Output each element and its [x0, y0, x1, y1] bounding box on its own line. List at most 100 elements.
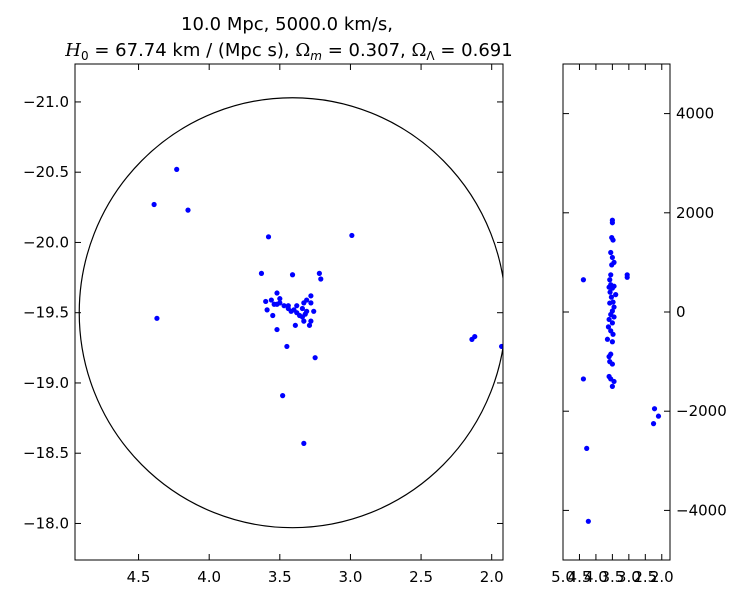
main-points-group: [151, 166, 503, 446]
side-data-point: [609, 383, 615, 389]
side-data-point: [604, 336, 611, 342]
side-x-tick-label: 2.5: [633, 568, 657, 586]
main-data-point: [284, 343, 290, 350]
side-data-point: [650, 421, 657, 427]
main-data-point: [265, 234, 272, 240]
main-data-point: [281, 303, 287, 309]
main-data-point: [318, 276, 324, 282]
main-data-point: [151, 201, 157, 208]
main-data-point: [277, 300, 283, 306]
side-data-point: [610, 331, 616, 337]
main-plot-panel: 4.5 4.0 3.5 3.0 2.5 2.0 −18.0 −18.5 −19.0 −19.5 −2…: [23, 63, 504, 586]
main-y-tick-label: −18.5: [23, 444, 69, 462]
side-data-point: [606, 316, 612, 323]
main-tick-labels: 4.5 4.0 3.5 3.0 2.5 2.0 −18.0 −18.5 −19.0 −19.5 −2…: [23, 93, 504, 586]
main-y-tick-label: −18.0: [23, 514, 69, 532]
side-data-point: [610, 237, 616, 243]
main-data-point: [301, 440, 307, 446]
main-data-point: [308, 293, 314, 299]
main-axis-ticks: [75, 64, 503, 560]
side-data-point: [609, 285, 615, 291]
side-data-point: [609, 320, 615, 326]
main-data-point: [271, 301, 277, 307]
main-data-point: [263, 298, 269, 305]
main-data-point: [304, 297, 310, 303]
main-data-point: [285, 303, 291, 309]
main-data-point: [316, 270, 322, 276]
search-radius-circle: [78, 97, 503, 529]
main-x-tick-label: 4.0: [197, 568, 221, 586]
main-data-point: [308, 318, 314, 324]
side-data-point: [584, 445, 590, 451]
main-data-point: [299, 305, 306, 312]
side-data-point: [655, 413, 662, 419]
side-y-tick-label: 4000: [676, 105, 714, 123]
main-data-point: [291, 307, 297, 313]
side-data-point: [608, 294, 614, 300]
side-data-point: [580, 277, 587, 283]
main-x-tick-label: 2.5: [409, 568, 433, 586]
side-axes-frame: [562, 63, 671, 561]
main-data-point: [349, 232, 355, 239]
side-y-tick-label: −2000: [676, 402, 727, 420]
main-axes-frame: [74, 63, 504, 561]
main-x-tick-label: 3.0: [339, 568, 363, 586]
side-y-tick-label: −4000: [676, 501, 727, 519]
side-data-point: [611, 314, 617, 320]
side-data-point: [609, 220, 615, 226]
side-data-point: [613, 292, 619, 298]
side-data-point: [608, 249, 614, 256]
side-x-tick-label: 4.0: [584, 568, 608, 586]
main-data-point: [301, 318, 307, 324]
side-data-point: [580, 376, 587, 382]
main-x-tick-label: 3.5: [268, 568, 292, 586]
side-data-point: [605, 324, 612, 330]
main-data-point: [264, 307, 270, 313]
main-data-point: [280, 393, 286, 399]
side-data-point: [609, 262, 615, 268]
main-y-tick-label: −19.5: [23, 304, 69, 322]
side-data-point: [611, 304, 617, 310]
main-data-point: [498, 343, 503, 350]
main-data-point: [472, 333, 478, 340]
main-x-tick-label: 4.5: [127, 568, 151, 586]
main-data-point: [277, 296, 283, 302]
main-data-point: [306, 322, 313, 328]
main-data-point: [274, 290, 280, 296]
main-x-tick-label: 2.0: [480, 568, 504, 586]
main-data-point: [258, 270, 265, 276]
chart-title-line1: 10.0 Mpc, 5000.0 km/s,: [181, 14, 393, 35]
main-data-point: [294, 303, 300, 309]
main-y-tick-label: −20.0: [23, 233, 69, 251]
side-data-point: [609, 254, 615, 261]
side-x-tick-label: 3.5: [600, 568, 624, 586]
side-tick-labels: 4000 2000 0 −2000 −4000 5.04.54.03.53.02.52.0: [551, 105, 727, 586]
main-y-tick-label: −19.0: [23, 374, 69, 392]
side-data-point: [608, 272, 614, 278]
side-data-point: [609, 339, 615, 345]
main-data-point: [289, 272, 296, 278]
main-data-point: [308, 300, 314, 306]
side-x-tick-label: 3.0: [617, 568, 641, 586]
side-data-point: [585, 518, 591, 524]
side-axis-ticks: [562, 64, 670, 560]
side-data-point: [607, 300, 613, 306]
main-data-point: [312, 355, 318, 361]
main-y-tick-label: −20.5: [23, 163, 69, 181]
main-data-point: [270, 312, 276, 319]
side-data-point: [607, 277, 613, 283]
side-data-point: [611, 378, 617, 385]
side-x-tick-label: 2.0: [650, 568, 674, 586]
main-data-point: [174, 166, 180, 172]
main-data-point: [154, 315, 160, 321]
side-y-tick-label: 0: [676, 303, 686, 321]
main-y-tick-label: −21.0: [23, 93, 69, 111]
side-x-tick-label: 5.0: [551, 568, 575, 586]
main-data-point: [268, 297, 274, 303]
side-data-point: [607, 289, 613, 295]
side-data-point: [609, 361, 615, 367]
side-plot-panel: 4000 2000 0 −2000 −4000 5.04.54.03.53.02.52.0: [551, 63, 727, 586]
side-data-point: [624, 274, 630, 280]
side-data-point: [651, 406, 658, 412]
